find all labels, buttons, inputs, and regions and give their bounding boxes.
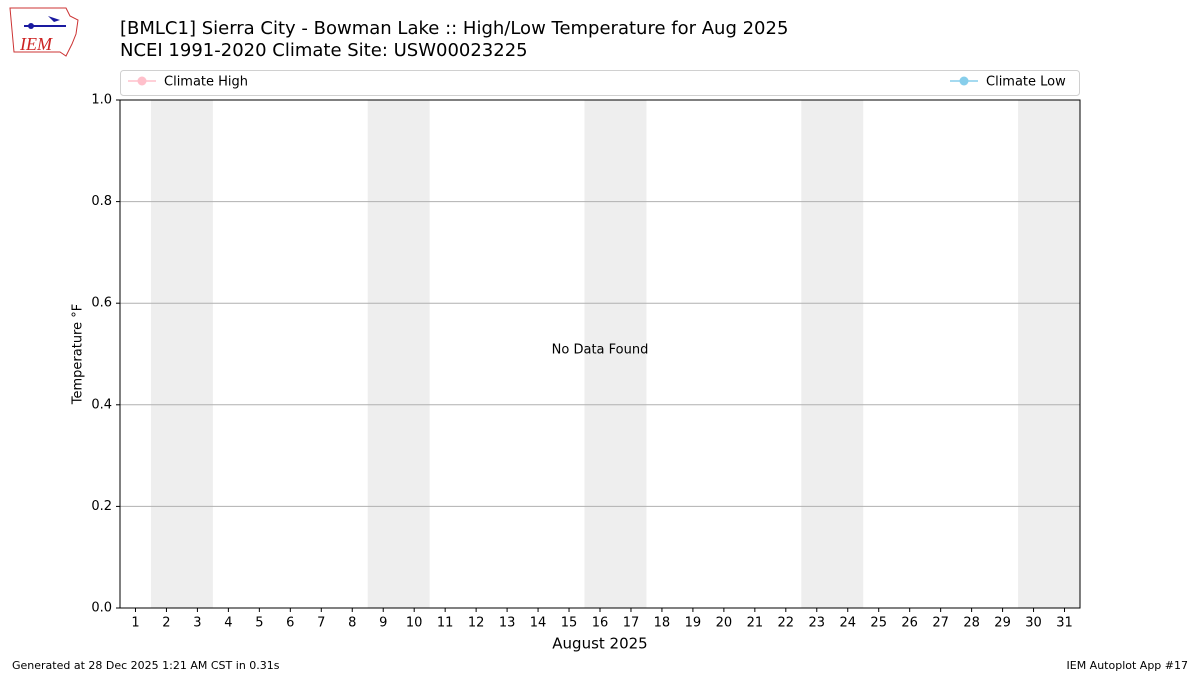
chart-title: [BMLC1] Sierra City - Bowman Lake :: Hig… (120, 18, 788, 39)
x-tick-label: 24 (839, 616, 856, 631)
x-tick-label: 19 (685, 616, 702, 631)
x-tick-label: 22 (778, 616, 795, 631)
x-tick-label: 12 (468, 616, 485, 631)
x-tick-label: 8 (348, 616, 356, 631)
y-axis-label: Temperature °F (71, 304, 86, 405)
weekend-shading (584, 100, 647, 608)
footer-right: IEM Autoplot App #17 (1067, 659, 1189, 672)
logo-dot (28, 23, 34, 29)
x-tick-label: 23 (809, 616, 826, 631)
x-tick-label: 6 (286, 616, 294, 631)
weekend-shading (367, 100, 430, 608)
x-tick-label: 21 (747, 616, 764, 631)
weekend-shading (150, 100, 213, 608)
x-tick-label: 26 (901, 616, 918, 631)
x-tick-label: 20 (716, 616, 733, 631)
x-tick-label: 18 (654, 616, 671, 631)
x-tick-label: 25 (870, 616, 887, 631)
x-tick-label: 11 (437, 616, 454, 631)
logo-text: IEM (19, 34, 53, 54)
x-tick-label: 2 (162, 616, 170, 631)
annotation: No Data Found (552, 343, 649, 358)
x-tick-label: 10 (406, 616, 423, 631)
logo-outline (9, 7, 79, 57)
legend-marker (137, 76, 147, 86)
x-tick-label: 30 (1025, 616, 1042, 631)
x-tick-label: 31 (1056, 616, 1073, 631)
x-tick-label: 29 (994, 616, 1011, 631)
weekend-shading (1018, 100, 1080, 608)
logo-vane (48, 16, 60, 22)
x-tick-label: 15 (561, 616, 578, 631)
footer-left: Generated at 28 Dec 2025 1:21 AM CST in … (12, 659, 280, 672)
x-tick-label: 4 (224, 616, 232, 631)
legend-box (120, 70, 1080, 96)
x-tick-label: 7 (317, 616, 325, 631)
x-axis-label: August 2025 (552, 635, 647, 653)
x-tick-label: 3 (193, 616, 201, 631)
weekend-shading (801, 100, 864, 608)
x-tick-label: 13 (499, 616, 516, 631)
legend-label: Climate Low (986, 75, 1066, 90)
x-tick-label: 9 (379, 616, 387, 631)
chart-subtitle: NCEI 1991-2020 Climate Site: USW00023225 (120, 40, 528, 61)
y-tick-label: 0.2 (91, 499, 112, 514)
legend-label: Climate High (164, 75, 248, 90)
y-tick-label: 0.4 (91, 397, 112, 412)
logo: IEM (9, 7, 79, 57)
x-tick-label: 17 (623, 616, 640, 631)
x-tick-label: 16 (592, 616, 609, 631)
y-tick-label: 0.0 (91, 601, 112, 616)
x-tick-label: 14 (530, 616, 547, 631)
plot-frame (119, 99, 1081, 609)
y-tick-label: 0.6 (91, 296, 112, 311)
y-tick-label: 1.0 (91, 93, 112, 108)
legend-marker (959, 76, 969, 86)
x-tick-label: 5 (255, 616, 263, 631)
x-tick-label: 27 (932, 616, 949, 631)
y-tick-label: 0.8 (91, 194, 112, 209)
x-tick-label: 28 (963, 616, 980, 631)
x-tick-label: 1 (131, 616, 139, 631)
